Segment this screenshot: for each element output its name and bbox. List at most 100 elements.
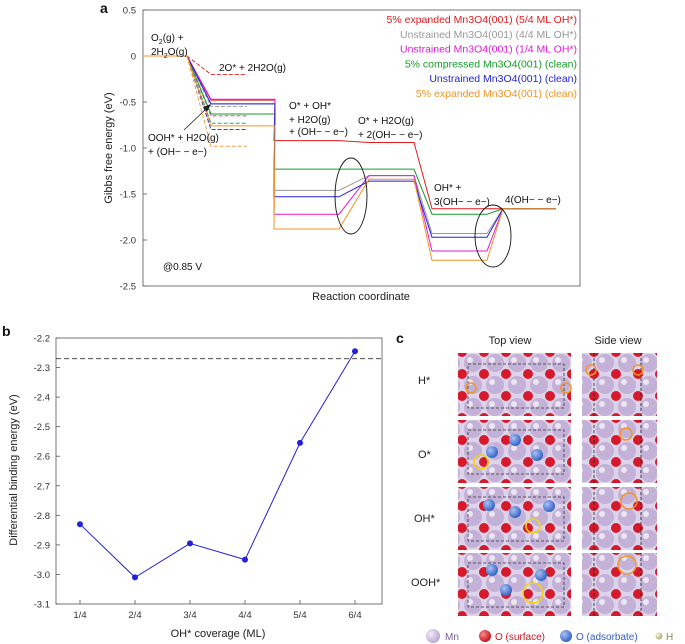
panel-b-x-label: OH* coverage (ML) — [171, 628, 266, 640]
legend-mn: Mn — [445, 632, 459, 643]
annotation-step5: OH* + 3(OH− − e−) — [434, 183, 490, 208]
legend-entry-5: 5% expanded Mn3O4(001) (clean) — [416, 88, 577, 100]
y-tick-label: -2.2 — [34, 334, 50, 345]
svg-text:O* + H2O(g): O* + H2O(g) — [358, 116, 414, 127]
col-header-side-view: Side view — [594, 335, 641, 347]
row-label-ooh: OOH* — [411, 577, 441, 589]
y-tick-label: -3.0 — [34, 570, 50, 581]
data-point — [132, 574, 138, 581]
mn-atom-icon — [426, 629, 440, 643]
svg-text:2H2O(g): 2H2O(g) — [151, 47, 188, 60]
panel-b-y-axis: -2.2 -2.3 -2.4 -2.5 -2.6 -2.7 -2.8 -2.9 -3.0 -3.1 — [34, 334, 60, 611]
panel-a-legend: 5% expanded Mn3O4(001) (5/4 ML OH*) Unstr… — [387, 14, 577, 100]
top-view-o — [458, 420, 571, 483]
y-tick-label: 0 — [131, 52, 136, 63]
svg-text:+ H2O(g): + H2O(g) — [289, 115, 330, 126]
row-o: O* — [418, 420, 657, 483]
side-view-o — [582, 420, 657, 483]
data-point — [352, 348, 358, 355]
panel-b-chart: -2.2 -2.3 -2.4 -2.5 -2.6 -2.7 -2.8 -2.9 -3.0 -3.1… — [8, 334, 383, 640]
y-tick-label: 0.5 — [123, 6, 136, 17]
svg-text:+ 2(OH− − e−): + 2(OH− − e−) — [358, 130, 422, 141]
svg-text:O2(g) +: O2(g) + — [151, 33, 184, 46]
panel-a-series — [143, 55, 556, 261]
dashed-level-0 — [186, 55, 247, 75]
ooh-line1: OOH* + H2O(g) — [148, 133, 219, 144]
x-tick-label: 4/4 — [238, 610, 251, 621]
panel-b-x-axis: 1/4 2/4 3/4 4/4 5/4 6/4 — [73, 600, 362, 621]
panel-b-y-label: Differential binding energy (eV) — [8, 394, 20, 545]
x-tick-label: 2/4 — [128, 610, 141, 621]
legend-o-adsorbate: O (adsorbate) — [576, 632, 638, 643]
panel-a-chart: 0.5 0 -0.5 -1.0 -1.5 -2.0 -2.5 Gibbs free ener… — [103, 6, 581, 303]
y-tick-label: -2.8 — [34, 511, 50, 522]
col-header-top-view: Top view — [489, 335, 532, 347]
annotation-side-step: 2O* + 2H2O(g) — [219, 63, 286, 74]
y-tick-label: -2.9 — [34, 540, 50, 551]
top-view-oh — [458, 487, 571, 550]
dashed-level-5 — [186, 55, 247, 147]
annotation-step6: 4(OH− − e−) — [505, 195, 561, 206]
data-point — [297, 439, 303, 446]
y-tick-label: -2.7 — [34, 481, 50, 492]
series-line-2 — [143, 55, 556, 252]
y-tick-label: -2.0 — [120, 236, 136, 247]
legend-entry-0: 5% expanded Mn3O4(001) (5/4 ML OH*) — [387, 14, 577, 26]
row-label-o: O* — [418, 449, 432, 461]
svg-text:O* + OH*: O* + OH* — [289, 101, 331, 112]
data-point — [77, 521, 83, 528]
panel-a-y-label: Gibbs free energy (eV) — [103, 92, 115, 203]
transition-ellipse-2 — [474, 204, 512, 268]
y-tick-label: -1.0 — [120, 144, 136, 155]
svg-text:+ (OH− − e−): + (OH− − e−) — [289, 127, 348, 138]
x-tick-label: 5/4 — [293, 610, 306, 621]
y-tick-label: -0.5 — [120, 98, 136, 109]
panel-c-legend: Mn O (surface) O (adsorbate) H — [426, 629, 673, 643]
annotation-step4: O* + H2O(g) + 2(OH− − e−) — [358, 116, 422, 141]
side-view-h — [582, 353, 657, 416]
y-tick-label: -2.3 — [34, 363, 50, 374]
legend-o-surface: O (surface) — [495, 632, 545, 643]
legend-entry-1: Unstrained Mn3O4(001) (4/4 ML OH*) — [400, 29, 577, 41]
side-view-ooh — [582, 553, 657, 616]
o-adsorbate-atom-icon — [560, 630, 572, 642]
legend-entry-4: Unstrained Mn3O4(001) (clean) — [429, 73, 577, 85]
series-line-5 — [143, 55, 556, 261]
legend-entry-3: 5% compressed Mn3O4(001) (clean) — [405, 58, 577, 70]
y-tick-label: -2.4 — [34, 393, 50, 404]
data-point — [242, 556, 248, 563]
row-ooh: OOH* — [411, 553, 657, 616]
row-label-h: H* — [418, 375, 431, 387]
y-tick-label: -1.5 — [120, 190, 136, 201]
y-tick-label: -2.5 — [120, 282, 136, 293]
panel-b-frame — [55, 337, 383, 605]
y-tick-label: -2.6 — [34, 452, 50, 463]
panel-label-c: c — [396, 330, 404, 346]
x-tick-label: 6/4 — [348, 610, 361, 621]
svg-text:3(OH− − e−): 3(OH− − e−) — [434, 197, 490, 208]
data-point — [187, 540, 193, 547]
side-view-oh — [582, 487, 657, 550]
annotation-start: O2(g) + 2H2O(g) — [151, 33, 188, 60]
top-view-ooh — [458, 553, 571, 616]
panel-a-x-label: Reaction coordinate — [312, 291, 410, 303]
x-tick-label: 3/4 — [183, 610, 196, 621]
panel-c-structures: Top view Side view H* O* — [411, 335, 673, 643]
annotation-ooh: OOH* + H2O(g) + (OH− − e−) — [148, 104, 219, 158]
h-atom-icon — [655, 632, 663, 640]
row-label-oh: OH* — [414, 513, 436, 525]
potential-label: @0.85 V — [163, 262, 202, 273]
top-view-h — [458, 353, 571, 416]
transition-ellipse-1 — [334, 157, 368, 235]
binding-energy-line — [79, 351, 356, 579]
panel-label-a: a — [100, 0, 108, 16]
svg-text:OH* +: OH* + — [434, 183, 462, 194]
series-line-4 — [143, 55, 556, 238]
row-h: H* — [418, 353, 657, 416]
series-line-3 — [143, 55, 556, 215]
panel-a-y-axis: 0.5 0 -0.5 -1.0 -1.5 -2.0 -2.5 — [120, 6, 147, 293]
ooh-line2: + (OH− − e−) — [148, 147, 207, 158]
y-tick-label: -3.1 — [34, 600, 50, 611]
legend-entry-2: Unstrained Mn3O4(001) (1/4 ML OH*) — [400, 44, 577, 56]
